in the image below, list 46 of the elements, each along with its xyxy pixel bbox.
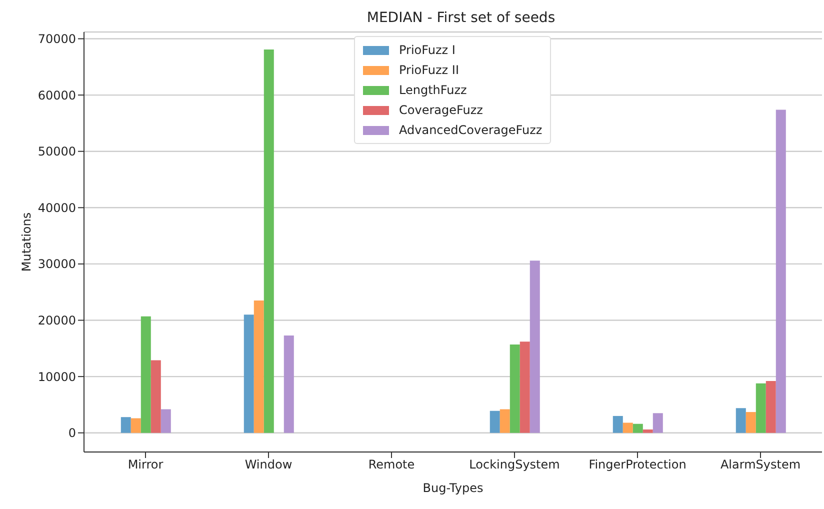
y-tick-label: 60000 xyxy=(38,88,76,102)
bar xyxy=(490,410,500,433)
y-tick-label: 70000 xyxy=(38,32,76,46)
bar xyxy=(652,413,663,433)
bar xyxy=(612,416,623,433)
x-tick-label: Mirror xyxy=(128,458,164,472)
y-tick-label: 0 xyxy=(68,426,76,440)
y-tick-label: 50000 xyxy=(38,144,76,159)
x-tick-label: Window xyxy=(244,458,292,472)
y-tick-label: 20000 xyxy=(38,314,76,328)
bar xyxy=(510,344,520,433)
y-tick-label: 10000 xyxy=(38,370,76,384)
legend-label: CoverageFuzz xyxy=(399,102,483,119)
bar xyxy=(642,429,653,433)
legend-label: PrioFuzz I xyxy=(399,42,456,59)
y-tick-label: 30000 xyxy=(38,257,76,272)
bar xyxy=(244,314,254,433)
bar xyxy=(746,412,756,433)
bar xyxy=(120,417,131,433)
bar xyxy=(150,360,161,433)
legend-label: PrioFuzz II xyxy=(399,62,459,79)
bar xyxy=(622,422,633,433)
bar xyxy=(140,316,151,433)
bar xyxy=(736,408,746,433)
bar xyxy=(756,383,766,433)
x-tick-label: FingerProtection xyxy=(588,458,686,472)
bar xyxy=(776,110,786,433)
bar xyxy=(130,418,141,433)
bar xyxy=(520,342,530,433)
legend-label: LengthFuzz xyxy=(399,82,467,99)
x-tick-label: LockingSystem xyxy=(469,458,560,472)
bar xyxy=(254,300,264,433)
bar xyxy=(160,409,171,433)
y-axis-title: Mutations xyxy=(19,212,34,272)
legend-label: AdvancedCoverageFuzz xyxy=(399,122,542,139)
bar xyxy=(530,260,540,433)
x-tick-label: AlarmSystem xyxy=(720,458,801,472)
chart-title: MEDIAN - First set of seeds xyxy=(366,10,556,26)
x-axis-title: Bug-Types xyxy=(422,481,484,495)
bar xyxy=(766,381,776,433)
bar xyxy=(500,409,510,433)
y-tick-label: 40000 xyxy=(38,200,76,215)
x-tick-label: Remote xyxy=(368,458,415,472)
bar xyxy=(264,49,274,433)
bar xyxy=(284,335,294,433)
bar xyxy=(632,424,643,433)
